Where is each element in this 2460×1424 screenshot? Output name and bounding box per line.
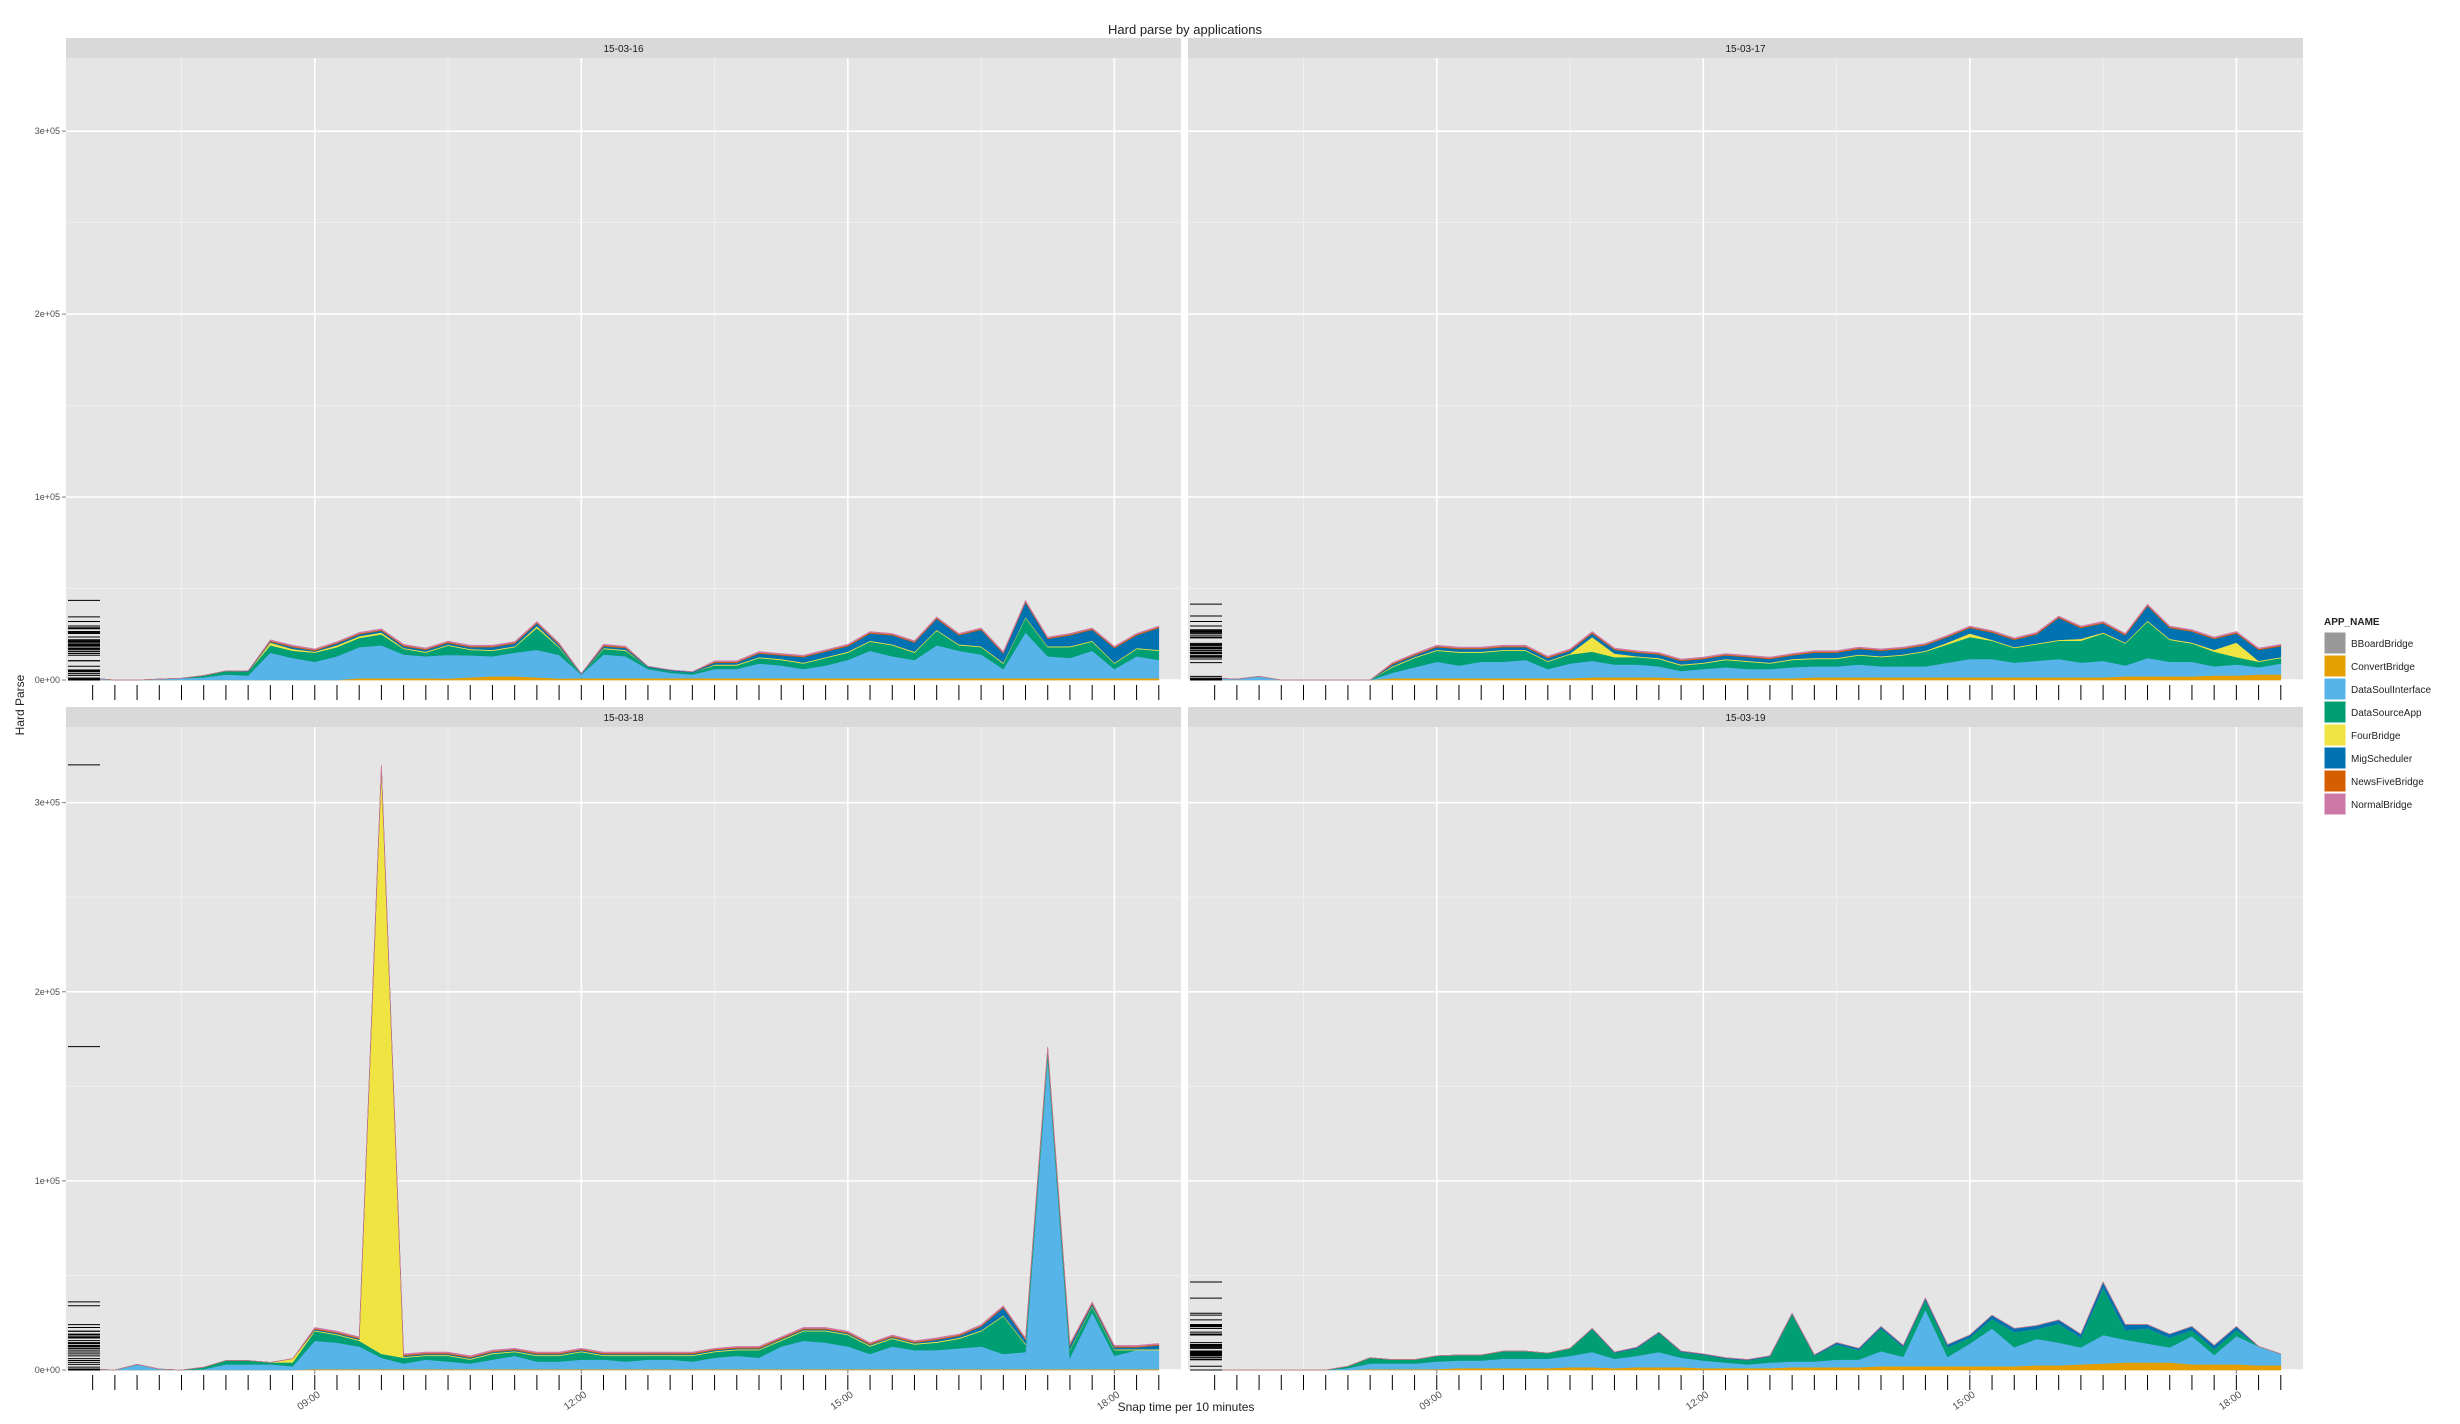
- legend-key: [2323, 654, 2347, 678]
- legend-entry-fourbridge: FourBridge: [2323, 723, 2401, 747]
- y-tick-label: 2e+05: [35, 309, 60, 319]
- x-tick-label: 09:00: [296, 1389, 323, 1413]
- legend-label: NewsFiveBridge: [2351, 777, 2424, 788]
- panel-background: [1188, 727, 2303, 1370]
- x-tick-label: 18:00: [2217, 1389, 2244, 1413]
- panel-strip-label: 15-03-19: [1725, 713, 1765, 724]
- chart-title: Hard parse by applications: [1108, 22, 1262, 37]
- legend-key: [2323, 631, 2347, 655]
- y-axis-label: Hard Parse: [13, 674, 27, 735]
- x-tick-label: 15:00: [1951, 1389, 1978, 1413]
- panels: 15-03-16 0e+00 1e+05 2e+05 3e+05 15-03-17 15-0…: [35, 38, 2303, 1413]
- legend-key: [2323, 792, 2347, 816]
- panel-strip-label: 15-03-16: [603, 44, 643, 55]
- legend-key: [2323, 677, 2347, 701]
- panel-strip-label: 15-03-17: [1725, 44, 1765, 55]
- legend-label: DataSourceApp: [2351, 708, 2422, 719]
- x-tick-label: 15:00: [829, 1389, 856, 1413]
- legend-entry-normalbridge: NormalBridge: [2323, 792, 2413, 816]
- panel-background: [1188, 58, 2303, 680]
- panel-15-03-17: 15-03-17: [1188, 38, 2303, 700]
- legend-entries: BBoardBridge ConvertBridge DataSoulInterfa…: [2323, 631, 2431, 816]
- y-tick-label: 0e+00: [35, 675, 60, 685]
- legend-entry-datasoulinterface: DataSoulInterface: [2323, 677, 2431, 701]
- legend-label: ConvertBridge: [2351, 662, 2415, 673]
- legend-key: [2323, 746, 2347, 770]
- y-tick-label: 3e+05: [35, 126, 60, 136]
- panel-strip: [66, 38, 1181, 58]
- legend-label: DataSoulInterface: [2351, 685, 2431, 696]
- panel-15-03-18: 15-03-18 0e+00 1e+05 2e+05 3e+05 09:00 12:00 15…: [35, 707, 1181, 1413]
- legend-label: NormalBridge: [2351, 800, 2413, 811]
- area-normalbridge-15-03-16: [92, 599, 1160, 681]
- y-tick-label: 1e+05: [35, 1176, 60, 1186]
- legend-key: [2323, 769, 2347, 793]
- legend-key: [2323, 700, 2347, 724]
- panel-background: [66, 58, 1181, 680]
- panel-strip: [1188, 707, 2303, 727]
- legend-key: [2323, 723, 2347, 747]
- legend-entry-datasourceapp: DataSourceApp: [2323, 700, 2422, 724]
- panel-background: [66, 727, 1181, 1370]
- panel-strip: [66, 707, 1181, 727]
- legend-entry-newsfivebridge: NewsFiveBridge: [2323, 769, 2424, 793]
- y-tick-label: 0e+00: [35, 1365, 60, 1375]
- area-normalbridge-15-03-19: [1214, 1281, 2281, 1371]
- legend-title: APP_NAME: [2324, 617, 2380, 628]
- x-axis-label: Snap time per 10 minutes: [1118, 1400, 1255, 1414]
- y-tick-label: 3e+05: [35, 798, 60, 808]
- legend-entry-bboardbridge: BBoardBridge: [2323, 631, 2414, 655]
- legend-label: BBoardBridge: [2351, 639, 2414, 650]
- legend: APP_NAME BBoardBridge ConvertBridge DataSo…: [2323, 617, 2431, 816]
- panel-15-03-19: 15-03-19 09:00 12:00 15:00 18:00: [1188, 707, 2303, 1413]
- panel-15-03-16: 15-03-16 0e+00 1e+05 2e+05 3e+05: [35, 38, 1181, 700]
- legend-label: FourBridge: [2351, 731, 2401, 742]
- legend-entry-convertbridge: ConvertBridge: [2323, 654, 2415, 678]
- area-normalbridge-15-03-18: [92, 764, 1160, 1371]
- x-tick-label: 12:00: [562, 1389, 589, 1413]
- x-tick-label: 09:00: [1418, 1389, 1445, 1413]
- y-tick-label: 1e+05: [35, 492, 60, 502]
- y-tick-label: 2e+05: [35, 987, 60, 997]
- panel-strip-label: 15-03-18: [603, 713, 643, 724]
- legend-entry-migscheduler: MigScheduler: [2323, 746, 2413, 770]
- x-tick-label: 12:00: [1684, 1389, 1711, 1413]
- legend-label: MigScheduler: [2351, 754, 2413, 765]
- panel-strip: [1188, 38, 2303, 58]
- area-normalbridge-15-03-17: [1214, 603, 2282, 681]
